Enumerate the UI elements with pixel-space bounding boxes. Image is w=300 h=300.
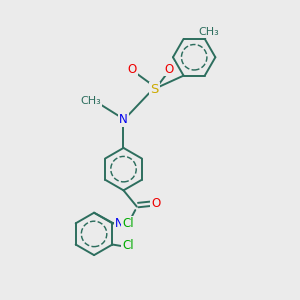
Text: Cl: Cl <box>122 217 134 230</box>
Text: CH₃: CH₃ <box>199 27 219 37</box>
Text: O: O <box>128 62 137 76</box>
Text: CH₃: CH₃ <box>81 96 101 106</box>
Text: NH: NH <box>115 217 132 230</box>
Text: O: O <box>164 62 174 76</box>
Text: S: S <box>150 83 159 96</box>
Text: Cl: Cl <box>122 239 134 253</box>
Text: N: N <box>119 112 128 126</box>
Text: O: O <box>151 197 160 210</box>
